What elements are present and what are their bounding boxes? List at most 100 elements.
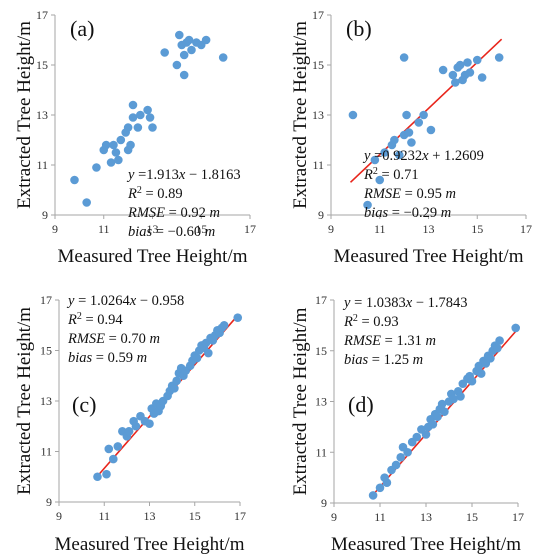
y-tick-label: 15 [36,58,48,72]
data-point [160,48,169,57]
data-point [192,353,202,363]
data-point [404,128,414,137]
data-point [109,140,118,150]
data-point [394,150,404,160]
data-point [407,138,416,147]
data-point [136,110,145,120]
data-point [219,320,229,330]
data-point [124,427,134,436]
data-point [414,118,424,127]
data-point [486,354,495,363]
data-point [511,323,520,333]
data-point [170,384,179,393]
data-point [113,442,123,451]
data-point [477,73,487,82]
scatter-panel-a: 9 11 13 15 17 9 11 13 15 17 Measured Tree Height/m… [14,8,256,267]
y-axis-label: Extracted Tree Height/m [14,307,35,495]
rmse-label: RMSE = 1.31 m [343,333,436,349]
data-point [218,53,228,62]
x-tick-label: 11 [374,222,386,236]
data-point [102,469,111,479]
data-point [412,432,422,442]
data-point [451,78,460,87]
data-point [187,45,196,55]
x-axis-label: Measured Tree Height/m [334,246,524,267]
y-tick-label: 9 [318,208,324,222]
scatter-panel-d: 9 11 13 15 17 9 11 13 15 17 Measured Tree Height/m… [290,293,524,555]
data-point [109,454,118,464]
data-point [370,155,380,165]
data-point [472,55,482,65]
x-tick-label: 9 [328,222,334,236]
data-point [179,70,189,80]
data-point [495,336,504,345]
x-tick-label: 11 [374,510,386,524]
y-axis-label: Extracted Tree Height/m [290,21,311,209]
data-point [201,35,211,45]
data-point [476,369,486,378]
data-point [391,460,401,470]
regression-equation: y =1.913x − 1.8163 [126,167,241,183]
y-tick-label: 15 [312,58,324,72]
data-point [463,58,472,67]
data-point [419,110,428,120]
data-point [116,135,126,145]
y-tick-label: 17 [312,8,324,22]
data-point [399,53,409,62]
panel-label: (b) [346,16,372,41]
data-point [368,491,378,500]
bias-label: bias = 1.25 m [344,352,423,368]
data-point [433,412,442,422]
data-point [70,175,79,185]
y-tick-label: 13 [315,395,327,409]
data-point [494,53,504,62]
data-point [390,135,399,145]
y-tick-label: 15 [315,344,327,358]
x-tick-label: 15 [189,509,201,523]
r-squared-label: R2 = 0.71 [363,166,419,184]
x-tick-label: 17 [234,509,246,523]
x-tick-label: 13 [144,509,156,523]
data-point [204,348,213,358]
x-tick-label: 9 [331,510,337,524]
data-point [380,148,389,157]
panel-label: (c) [72,392,96,417]
y-axis-label: Extracted Tree Height/m [14,21,35,209]
rmse-label: RMSE = 0.92 m [127,205,220,221]
x-tick-label: 13 [147,222,159,236]
data-point [455,60,465,70]
data-point [123,123,133,132]
x-tick-label: 9 [52,222,58,236]
y-tick-label: 9 [46,495,52,509]
bias-label: bias = 0.59 m [68,350,147,366]
y-tick-label: 17 [36,8,48,22]
y-tick-label: 9 [42,208,48,222]
data-point [428,420,438,429]
data-point [363,200,372,210]
r-squared-label: R2 = 0.93 [343,313,399,331]
data-point [426,125,436,135]
data-point [114,155,123,165]
x-tick-label: 9 [56,509,62,523]
regression-equation: y = 1.0383x − 1.7843 [342,295,468,311]
x-tick-label: 11 [98,509,110,523]
y-tick-label: 11 [315,445,327,459]
data-point [126,140,135,150]
data-point [172,60,182,70]
data-point [375,483,385,493]
data-point [92,163,101,172]
data-point [233,313,243,322]
scatter-panel-b: 9 11 13 15 17 9 11 13 15 17 Measured Tree Height/m… [290,8,532,267]
x-tick-label: 17 [512,510,524,524]
x-axis-label: Measured Tree Height/m [331,534,521,555]
rmse-label: RMSE = 0.95 m [363,186,456,202]
panel-label: (d) [348,392,374,417]
x-tick-label: 15 [471,222,483,236]
data-point [133,123,143,132]
data-point [437,399,447,409]
y-tick-label: 11 [36,158,48,172]
data-point [493,343,502,353]
data-point [448,70,458,80]
y-tick-label: 17 [40,293,52,307]
